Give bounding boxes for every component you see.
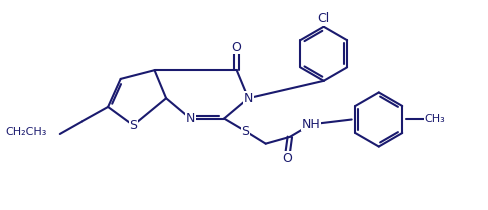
Text: NH: NH	[302, 118, 321, 131]
Text: CH₃: CH₃	[425, 114, 445, 125]
Text: S: S	[129, 119, 137, 132]
Text: N: N	[185, 112, 195, 125]
Text: Cl: Cl	[318, 12, 330, 25]
Text: O: O	[232, 41, 242, 54]
Text: S: S	[242, 125, 249, 138]
Text: O: O	[282, 152, 292, 165]
Text: N: N	[244, 92, 253, 105]
Text: CH₂CH₃: CH₂CH₃	[5, 127, 46, 137]
